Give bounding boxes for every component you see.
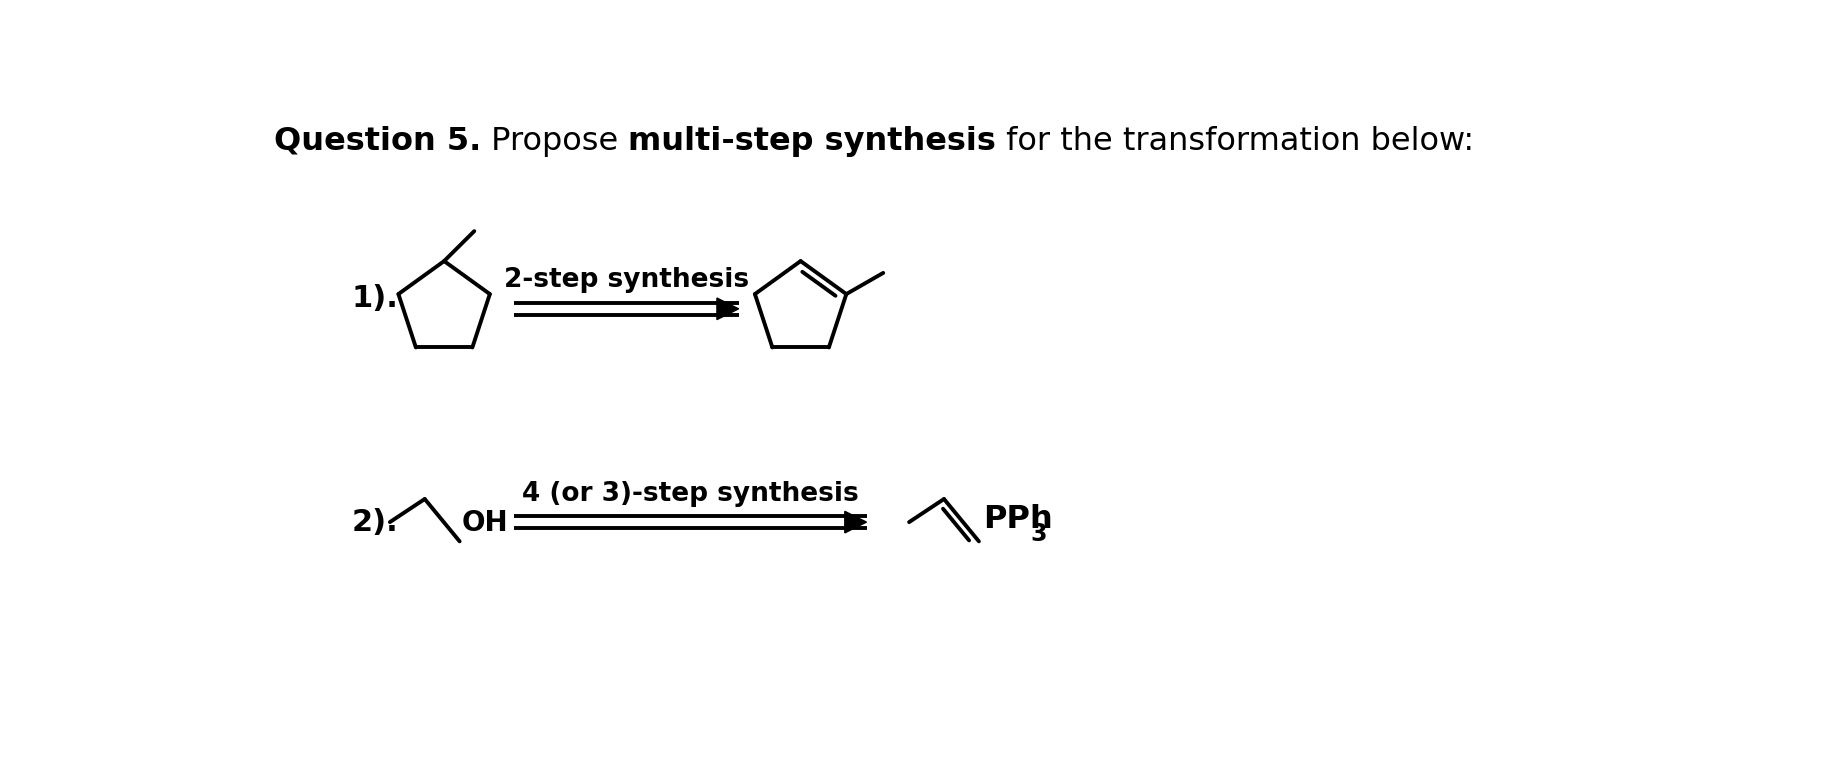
Polygon shape <box>717 298 739 319</box>
Text: multi-step synthesis: multi-step synthesis <box>628 125 996 157</box>
Text: for the transformation below:: for the transformation below: <box>996 125 1475 157</box>
Text: Question 5.: Question 5. <box>274 125 480 157</box>
Text: Propose: Propose <box>480 125 628 157</box>
Text: 1).: 1). <box>351 284 397 313</box>
Text: 2).: 2). <box>351 507 397 536</box>
Polygon shape <box>845 511 867 533</box>
Text: 2-step synthesis: 2-step synthesis <box>505 267 748 293</box>
Text: OH: OH <box>462 509 508 537</box>
Text: 3: 3 <box>1029 522 1046 546</box>
Text: 4 (or 3)-step synthesis: 4 (or 3)-step synthesis <box>521 481 859 507</box>
Text: PPh: PPh <box>983 504 1053 536</box>
